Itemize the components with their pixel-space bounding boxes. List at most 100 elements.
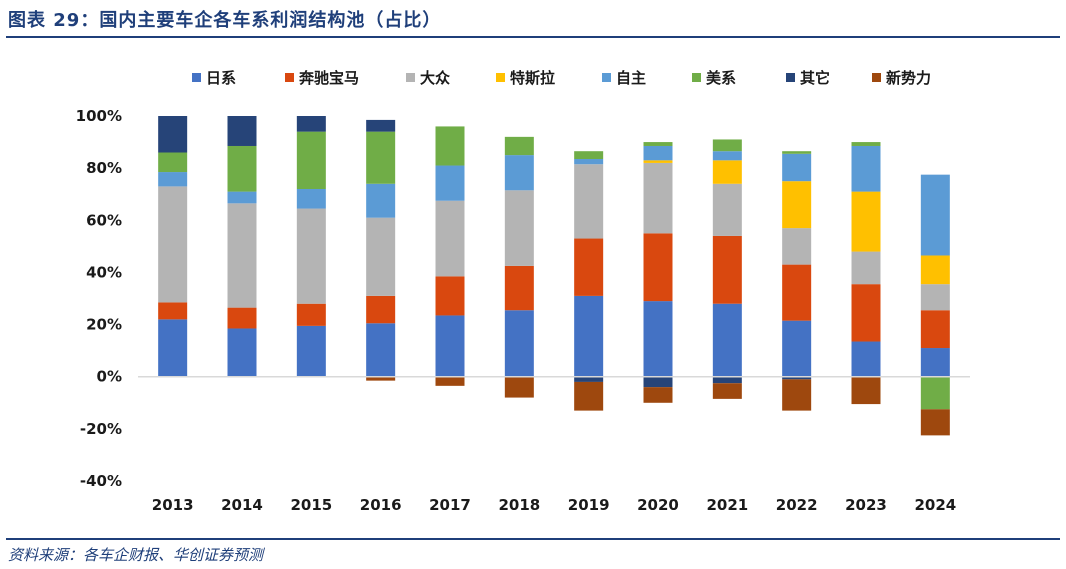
bar-segment-2015-日系	[296, 325, 326, 377]
y-tick-label: -40%	[80, 472, 122, 490]
legend-swatch	[786, 73, 795, 82]
y-tick-label: 100%	[76, 107, 122, 125]
bar-segment-2019-自主	[574, 159, 604, 165]
bar-segment-2016-奔驰宝马	[366, 295, 396, 324]
bar-segment-2018-自主	[504, 155, 534, 191]
x-tick-label: 2015	[290, 496, 332, 514]
bar-segment-2015-其它	[296, 116, 326, 132]
bar-segment-2018-日系	[504, 310, 534, 377]
bar-segment-2024-大众	[920, 284, 950, 311]
bar-segment-2023-新势力	[851, 376, 881, 405]
bar-segment-2014-奔驰宝马	[227, 307, 257, 329]
bar-segment-2023-美系	[851, 142, 881, 146]
legend-label: 特斯拉	[510, 69, 555, 87]
legend-label: 美系	[706, 69, 736, 87]
bar-segment-2022-奔驰宝马	[782, 264, 812, 321]
legend-label: 新势力	[886, 69, 931, 87]
legend-label: 奔驰宝马	[298, 69, 359, 87]
source-note: 资料来源：各车企财报、华创证券预测	[8, 546, 264, 564]
x-tick-label: 2014	[221, 496, 263, 514]
y-tick-label: -20%	[80, 420, 122, 438]
legend-item: 特斯拉	[496, 69, 555, 87]
bar-segment-2021-日系	[712, 303, 742, 377]
legend-swatch	[602, 73, 611, 82]
footer-divider	[6, 538, 1060, 540]
bar-segment-2013-日系	[158, 319, 188, 377]
bar-segment-2019-美系	[574, 151, 604, 160]
bar-segment-2018-美系	[504, 136, 534, 156]
bar-segment-2016-大众	[366, 217, 396, 296]
bar-segment-2022-大众	[782, 228, 812, 265]
y-tick-label: 80%	[86, 159, 122, 177]
legend-swatch	[285, 73, 294, 82]
legend-label: 日系	[206, 69, 236, 87]
x-tick-label: 2023	[845, 496, 887, 514]
bar-segment-2020-特斯拉	[643, 160, 673, 163]
bar-segment-2024-日系	[920, 348, 950, 377]
bar-segment-2020-奔驰宝马	[643, 233, 673, 302]
bar-segment-2014-美系	[227, 145, 257, 192]
bar-segment-2021-新势力	[712, 383, 742, 399]
legend-label: 其它	[800, 69, 830, 87]
bar-segment-2017-奔驰宝马	[435, 276, 465, 316]
x-tick-label: 2016	[360, 496, 402, 514]
legend-swatch	[872, 73, 881, 82]
legend-item: 其它	[786, 69, 830, 87]
bar-segment-2021-自主	[712, 151, 742, 161]
x-tick-label: 2020	[637, 496, 679, 514]
x-tick-label: 2019	[568, 496, 610, 514]
bar-segment-2013-自主	[158, 172, 188, 187]
bar-segment-2015-奔驰宝马	[296, 303, 326, 326]
bar-segment-2019-奔驰宝马	[574, 238, 604, 296]
bar-segment-2024-奔驰宝马	[920, 310, 950, 349]
bar-segment-2016-其它	[366, 119, 396, 132]
y-tick-label: 20%	[86, 316, 122, 334]
bar-segment-2020-日系	[643, 301, 673, 377]
title-divider	[6, 36, 1060, 38]
bar-segment-2014-日系	[227, 328, 257, 377]
bar-segment-2017-日系	[435, 315, 465, 377]
bar-segment-2023-自主	[851, 145, 881, 192]
bar-segment-2021-其它	[712, 376, 742, 384]
legend-item: 大众	[406, 69, 450, 87]
bar-segment-2021-特斯拉	[712, 160, 742, 184]
bar-segment-2021-奔驰宝马	[712, 235, 742, 304]
legend-item: 日系	[192, 69, 236, 87]
bar-segment-2018-新势力	[504, 376, 534, 398]
y-tick-label: 0%	[97, 368, 122, 386]
bar-segment-2017-大众	[435, 200, 465, 277]
legend-swatch	[406, 73, 415, 82]
bar-segment-2016-美系	[366, 131, 396, 184]
legend-item: 自主	[602, 69, 646, 87]
bar-segment-2017-美系	[435, 126, 465, 166]
legend-swatch	[192, 73, 201, 82]
y-tick-label: 60%	[86, 211, 122, 229]
bar-segment-2020-新势力	[643, 387, 673, 403]
bar-segment-2022-日系	[782, 320, 812, 377]
x-tick-label: 2022	[776, 496, 818, 514]
bar-segment-2022-自主	[782, 153, 812, 182]
legend-item: 美系	[692, 69, 736, 87]
y-tick-label: 40%	[86, 263, 122, 281]
legend-item: 奔驰宝马	[285, 69, 359, 87]
legend-swatch	[496, 73, 505, 82]
bar-segment-2022-特斯拉	[782, 181, 812, 229]
bar-segment-2020-自主	[643, 145, 673, 161]
bar-segment-2023-特斯拉	[851, 191, 881, 252]
bar-segment-2017-新势力	[435, 376, 465, 386]
bar-segment-2013-奔驰宝马	[158, 302, 188, 320]
bar-segment-2018-奔驰宝马	[504, 265, 534, 311]
bar-segment-2022-新势力	[782, 379, 812, 411]
bar-segment-2016-自主	[366, 183, 396, 218]
bar-segment-2024-自主	[920, 174, 950, 256]
x-tick-label: 2021	[706, 496, 748, 514]
x-axis: 2013 2014 2015 2016 2017 2018 2019 2020 2021 2022…	[138, 375, 970, 514]
bar-segment-2013-美系	[158, 152, 188, 173]
bar-segment-2015-美系	[296, 131, 326, 189]
bar-segment-2015-自主	[296, 189, 326, 209]
chart-legend: 日系 奔驰宝马 大众 特斯拉 自主 美系 其它 新势力	[192, 69, 931, 87]
x-tick-label: 2024	[914, 496, 956, 514]
x-tick-label: 2017	[429, 496, 471, 514]
bar-segment-2024-美系	[920, 376, 950, 410]
bar-segment-2013-其它	[158, 116, 188, 153]
